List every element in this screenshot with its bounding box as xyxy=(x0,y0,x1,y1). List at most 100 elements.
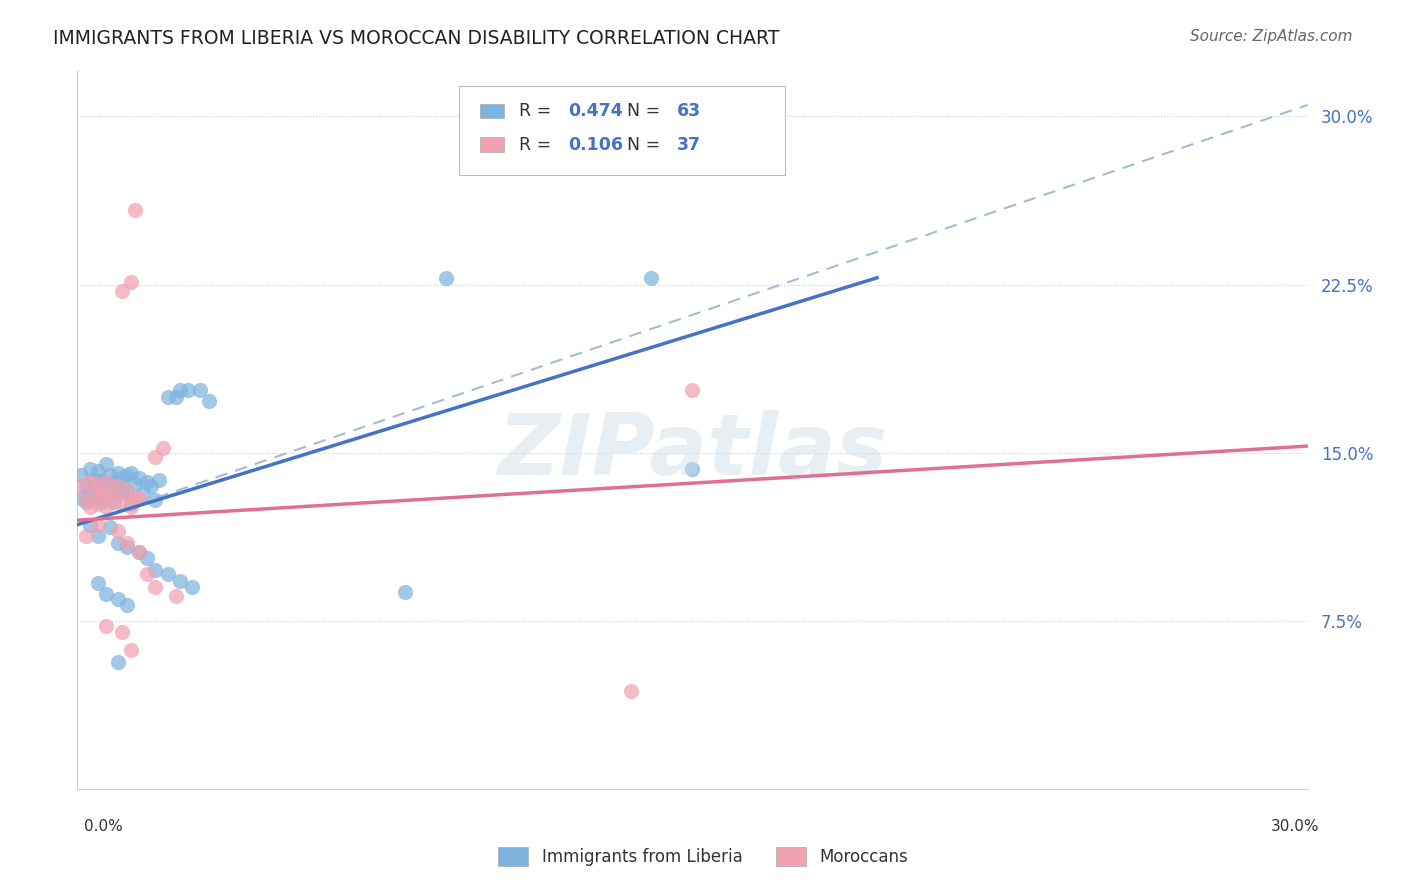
Text: R =: R = xyxy=(519,102,557,120)
Point xyxy=(132,486,155,500)
Point xyxy=(103,475,125,489)
Point xyxy=(90,495,114,509)
Point xyxy=(115,599,138,613)
Point xyxy=(87,498,110,512)
Point xyxy=(436,270,458,285)
Point xyxy=(115,535,138,549)
Point xyxy=(169,383,191,397)
Point xyxy=(124,203,146,218)
Text: 0.106: 0.106 xyxy=(568,136,623,153)
Point xyxy=(107,466,129,480)
Point xyxy=(115,468,138,483)
Point xyxy=(120,498,142,512)
Point xyxy=(94,457,117,471)
Point xyxy=(79,517,101,532)
Point xyxy=(148,473,170,487)
Point xyxy=(83,491,105,505)
Text: 63: 63 xyxy=(676,102,700,120)
Point xyxy=(111,285,134,299)
Point xyxy=(111,625,134,640)
Point xyxy=(620,683,643,698)
Point xyxy=(682,461,704,475)
Text: 37: 37 xyxy=(676,136,700,153)
Point xyxy=(136,551,159,566)
Point xyxy=(98,486,121,500)
Point xyxy=(94,587,117,601)
Point xyxy=(90,488,114,502)
Point xyxy=(107,479,129,493)
Text: Source: ZipAtlas.com: Source: ZipAtlas.com xyxy=(1189,29,1353,44)
Text: 0.0%: 0.0% xyxy=(84,820,124,834)
Point xyxy=(136,475,159,489)
Point xyxy=(143,450,166,465)
Point xyxy=(394,585,416,599)
Point xyxy=(115,540,138,554)
Point xyxy=(197,394,219,409)
Point xyxy=(120,500,142,514)
Text: IMMIGRANTS FROM LIBERIA VS MOROCCAN DISABILITY CORRELATION CHART: IMMIGRANTS FROM LIBERIA VS MOROCCAN DISA… xyxy=(53,29,780,47)
Point xyxy=(128,470,150,484)
Point xyxy=(165,390,187,404)
Point xyxy=(90,473,114,487)
Point xyxy=(103,495,125,509)
Point xyxy=(107,479,129,493)
Legend: Immigrants from Liberia, Moroccans: Immigrants from Liberia, Moroccans xyxy=(492,840,914,873)
Point xyxy=(143,581,166,595)
Point xyxy=(94,475,117,489)
Point xyxy=(83,486,105,500)
Point xyxy=(128,544,150,558)
Point xyxy=(640,270,662,285)
Point xyxy=(70,491,93,505)
Point xyxy=(75,495,97,509)
Point xyxy=(87,477,110,491)
Point xyxy=(177,383,200,397)
Point xyxy=(87,576,110,591)
Point xyxy=(94,618,117,632)
Point xyxy=(79,500,101,514)
Point xyxy=(136,567,159,582)
Point xyxy=(107,591,129,606)
Point xyxy=(98,486,121,500)
Point xyxy=(111,486,134,500)
Point xyxy=(165,590,187,604)
Point xyxy=(120,275,142,289)
Text: ZIPatlas: ZIPatlas xyxy=(498,410,887,493)
Point xyxy=(83,473,105,487)
Point xyxy=(87,529,110,543)
Point xyxy=(75,529,97,543)
FancyBboxPatch shape xyxy=(458,86,785,176)
Point xyxy=(75,492,97,507)
Point xyxy=(87,517,110,532)
Point xyxy=(169,574,191,588)
Point xyxy=(111,470,134,484)
Point xyxy=(115,483,138,498)
Point xyxy=(79,461,101,475)
Point xyxy=(94,475,117,489)
Point xyxy=(115,483,138,498)
Text: N =: N = xyxy=(627,102,666,120)
Point xyxy=(98,468,121,483)
Point xyxy=(124,477,146,491)
Point xyxy=(87,464,110,478)
Point xyxy=(94,500,117,514)
Point xyxy=(103,492,125,507)
Point xyxy=(181,581,204,595)
Point xyxy=(70,468,93,483)
Text: N =: N = xyxy=(627,136,666,153)
Point xyxy=(124,491,146,505)
Point xyxy=(128,491,150,505)
Point xyxy=(682,383,704,397)
Point xyxy=(79,483,101,498)
Point xyxy=(141,479,163,493)
Point xyxy=(156,390,179,404)
Point xyxy=(128,544,150,558)
Point xyxy=(120,643,142,657)
Text: R =: R = xyxy=(519,136,557,153)
FancyBboxPatch shape xyxy=(479,103,505,118)
Point xyxy=(87,483,110,498)
Point xyxy=(188,383,212,397)
Text: 0.474: 0.474 xyxy=(568,102,623,120)
Point xyxy=(111,495,134,509)
Point xyxy=(75,479,97,493)
Point xyxy=(70,479,93,493)
